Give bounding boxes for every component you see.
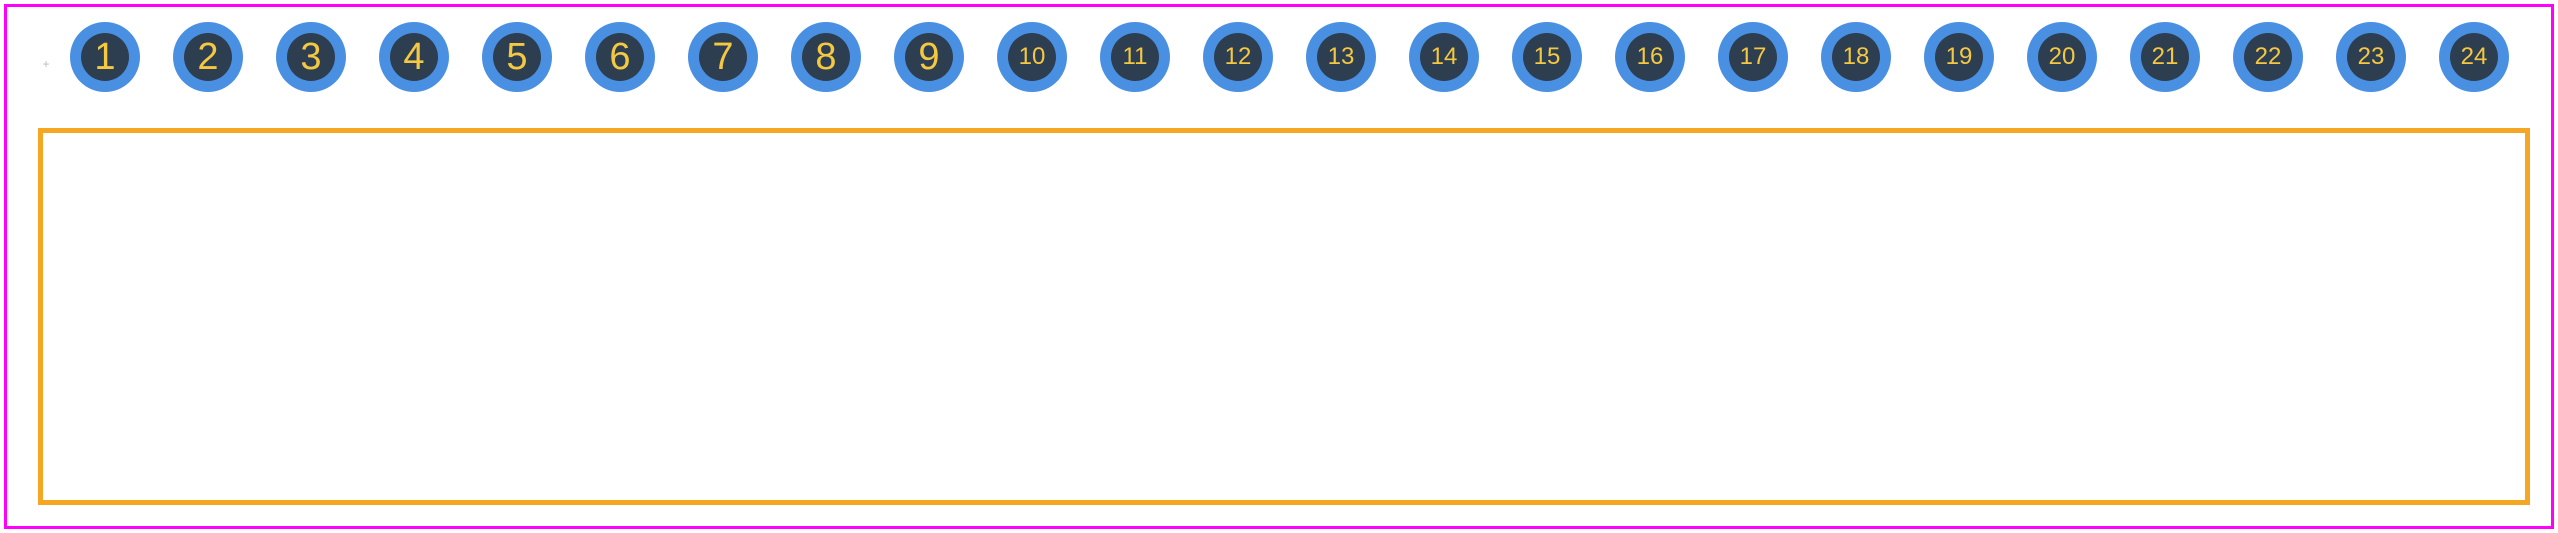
pin-7: 7 — [688, 22, 758, 92]
pin-label: 10 — [1019, 45, 1046, 69]
pin-label: 9 — [918, 38, 939, 76]
pin-19: 19 — [1924, 22, 1994, 92]
pin-label: 5 — [506, 38, 527, 76]
pin-18: 18 — [1821, 22, 1891, 92]
pin-label: 20 — [2049, 45, 2076, 69]
pin-9: 9 — [894, 22, 964, 92]
pin-label: 3 — [300, 38, 321, 76]
pin-label: 21 — [2152, 45, 2179, 69]
pin-label: 15 — [1534, 45, 1561, 69]
pin-label: 18 — [1843, 45, 1870, 69]
pin-label: 1 — [94, 38, 115, 76]
pin-15: 15 — [1512, 22, 1582, 92]
pin-label: 22 — [2255, 45, 2282, 69]
pin-8: 8 — [791, 22, 861, 92]
pin-label: 4 — [403, 38, 424, 76]
pin-label: 8 — [815, 38, 836, 76]
pin-label: 24 — [2461, 45, 2488, 69]
pin-label: 12 — [1225, 45, 1252, 69]
pin-12: 12 — [1203, 22, 1273, 92]
pin-14: 14 — [1409, 22, 1479, 92]
pin-1: 1 — [70, 22, 140, 92]
pin-6: 6 — [585, 22, 655, 92]
pin-label: 23 — [2358, 45, 2385, 69]
component-body-outline — [38, 128, 2530, 505]
pin-21: 21 — [2130, 22, 2200, 92]
origin-marker: + — [42, 60, 50, 68]
pin-22: 22 — [2233, 22, 2303, 92]
pin-label: 6 — [609, 38, 630, 76]
pin-13: 13 — [1306, 22, 1376, 92]
pin-label: 19 — [1946, 45, 1973, 69]
pin-5: 5 — [482, 22, 552, 92]
pin-3: 3 — [276, 22, 346, 92]
pin-23: 23 — [2336, 22, 2406, 92]
pin-label: 17 — [1740, 45, 1767, 69]
pin-4: 4 — [379, 22, 449, 92]
pin-label: 11 — [1123, 45, 1148, 69]
pin-24: 24 — [2439, 22, 2509, 92]
pin-10: 10 — [997, 22, 1067, 92]
pin-label: 2 — [197, 38, 218, 76]
pin-label: 13 — [1328, 45, 1355, 69]
pin-20: 20 — [2027, 22, 2097, 92]
pin-16: 16 — [1615, 22, 1685, 92]
pin-2: 2 — [173, 22, 243, 92]
pin-label: 7 — [712, 38, 733, 76]
pins-row: 123456789101112131415161718192021222324 — [70, 22, 2528, 92]
pin-label: 14 — [1431, 45, 1458, 69]
pin-label: 16 — [1637, 45, 1664, 69]
pin-11: 11 — [1100, 22, 1170, 92]
pin-17: 17 — [1718, 22, 1788, 92]
